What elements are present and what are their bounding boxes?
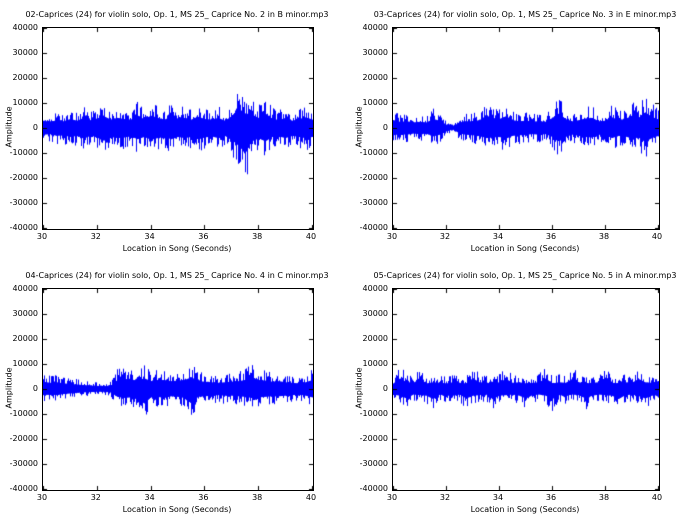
y-tick-label: -20000	[9, 173, 38, 182]
x-tick-label: 36	[198, 232, 209, 241]
x-tick-label: 34	[144, 232, 155, 241]
y-tick-label: 30000	[362, 48, 388, 57]
plot-title: 03-Caprices (24) for violin solo, Op. 1,…	[373, 10, 677, 19]
y-tick-label: 10000	[12, 98, 38, 107]
y-tick-label: 10000	[12, 359, 38, 368]
x-tick-label: 38	[598, 232, 610, 241]
y-tick-label: 0	[32, 123, 38, 132]
x-axis-label: Location in Song (Seconds)	[470, 244, 580, 253]
axes-area	[42, 288, 314, 491]
y-tick-label: -30000	[359, 459, 388, 468]
y-tick-label: -20000	[359, 434, 388, 443]
y-tick-label: 10000	[362, 98, 388, 107]
y-tick-label: -20000	[9, 434, 38, 443]
x-axis-label: Location in Song (Seconds)	[470, 505, 580, 514]
y-tick-label: -30000	[359, 198, 388, 207]
y-tick-label: 20000	[12, 73, 38, 82]
x-tick-label: 30	[36, 493, 48, 502]
y-tick-label: 20000	[362, 73, 388, 82]
y-tick-label: -40000	[9, 223, 38, 232]
x-tick-label: 34	[492, 493, 504, 502]
x-tick-label: 34	[144, 493, 155, 502]
y-tick-label: -10000	[9, 148, 38, 157]
axes-area	[392, 27, 660, 230]
x-tick-label: 32	[90, 493, 101, 502]
x-tick-label: 32	[439, 493, 451, 502]
y-tick-label: -20000	[359, 173, 388, 182]
x-tick-label: 40	[651, 493, 663, 502]
y-tick-label: -40000	[359, 484, 388, 493]
y-tick-label: 40000	[362, 284, 388, 293]
y-tick-label: 40000	[12, 23, 38, 32]
plot-title: 05-Caprices (24) for violin solo, Op. 1,…	[373, 271, 677, 280]
x-tick-label: 30	[386, 493, 398, 502]
subplot-caprice-3: 03-Caprices (24) for violin solo, Op. 1,…	[345, 0, 690, 259]
y-tick-label: 10000	[362, 359, 388, 368]
y-tick-label: 30000	[362, 309, 388, 318]
subplot-caprice-4: 04-Caprices (24) for violin solo, Op. 1,…	[0, 261, 345, 518]
y-tick-label: -10000	[359, 148, 388, 157]
y-tick-label: -30000	[9, 459, 38, 468]
x-tick-label: 40	[305, 493, 317, 502]
y-tick-label: 30000	[12, 309, 38, 318]
x-tick-label: 36	[545, 232, 557, 241]
subplot-caprice-5: 05-Caprices (24) for violin solo, Op. 1,…	[345, 261, 690, 518]
y-tick-label: 20000	[12, 334, 38, 343]
y-tick-label: -10000	[359, 409, 388, 418]
x-tick-label: 40	[305, 232, 317, 241]
x-tick-label: 32	[439, 232, 451, 241]
waveform-plot	[43, 28, 313, 229]
y-tick-label: 40000	[12, 284, 38, 293]
x-tick-label: 30	[36, 232, 48, 241]
y-tick-label: -40000	[9, 484, 38, 493]
subplot-caprice-2: 02-Caprices (24) for violin solo, Op. 1,…	[0, 0, 345, 259]
y-tick-label: 40000	[362, 23, 388, 32]
x-tick-label: 30	[386, 232, 398, 241]
x-tick-label: 32	[90, 232, 101, 241]
waveform-plot	[43, 289, 313, 490]
axes-area	[392, 288, 660, 491]
waveform-plot	[393, 289, 659, 490]
axes-area	[42, 27, 314, 230]
x-tick-label: 36	[545, 493, 557, 502]
x-tick-label: 40	[651, 232, 663, 241]
y-tick-label: 0	[32, 384, 38, 393]
y-tick-label: -30000	[9, 198, 38, 207]
x-tick-label: 34	[492, 232, 504, 241]
x-tick-label: 36	[198, 493, 209, 502]
x-tick-label: 38	[598, 493, 610, 502]
y-tick-label: 30000	[12, 48, 38, 57]
y-tick-label: -10000	[9, 409, 38, 418]
x-axis-label: Location in Song (Seconds)	[122, 244, 232, 253]
y-tick-label: 20000	[362, 334, 388, 343]
x-tick-label: 38	[252, 232, 263, 241]
y-tick-label: 0	[382, 123, 388, 132]
y-tick-label: -40000	[359, 223, 388, 232]
y-tick-label: 0	[382, 384, 388, 393]
plot-title: 04-Caprices (24) for violin solo, Op. 1,…	[25, 271, 329, 280]
x-axis-label: Location in Song (Seconds)	[122, 505, 232, 514]
plot-title: 02-Caprices (24) for violin solo, Op. 1,…	[25, 10, 329, 19]
x-tick-label: 38	[252, 493, 263, 502]
waveform-plot	[393, 28, 659, 229]
